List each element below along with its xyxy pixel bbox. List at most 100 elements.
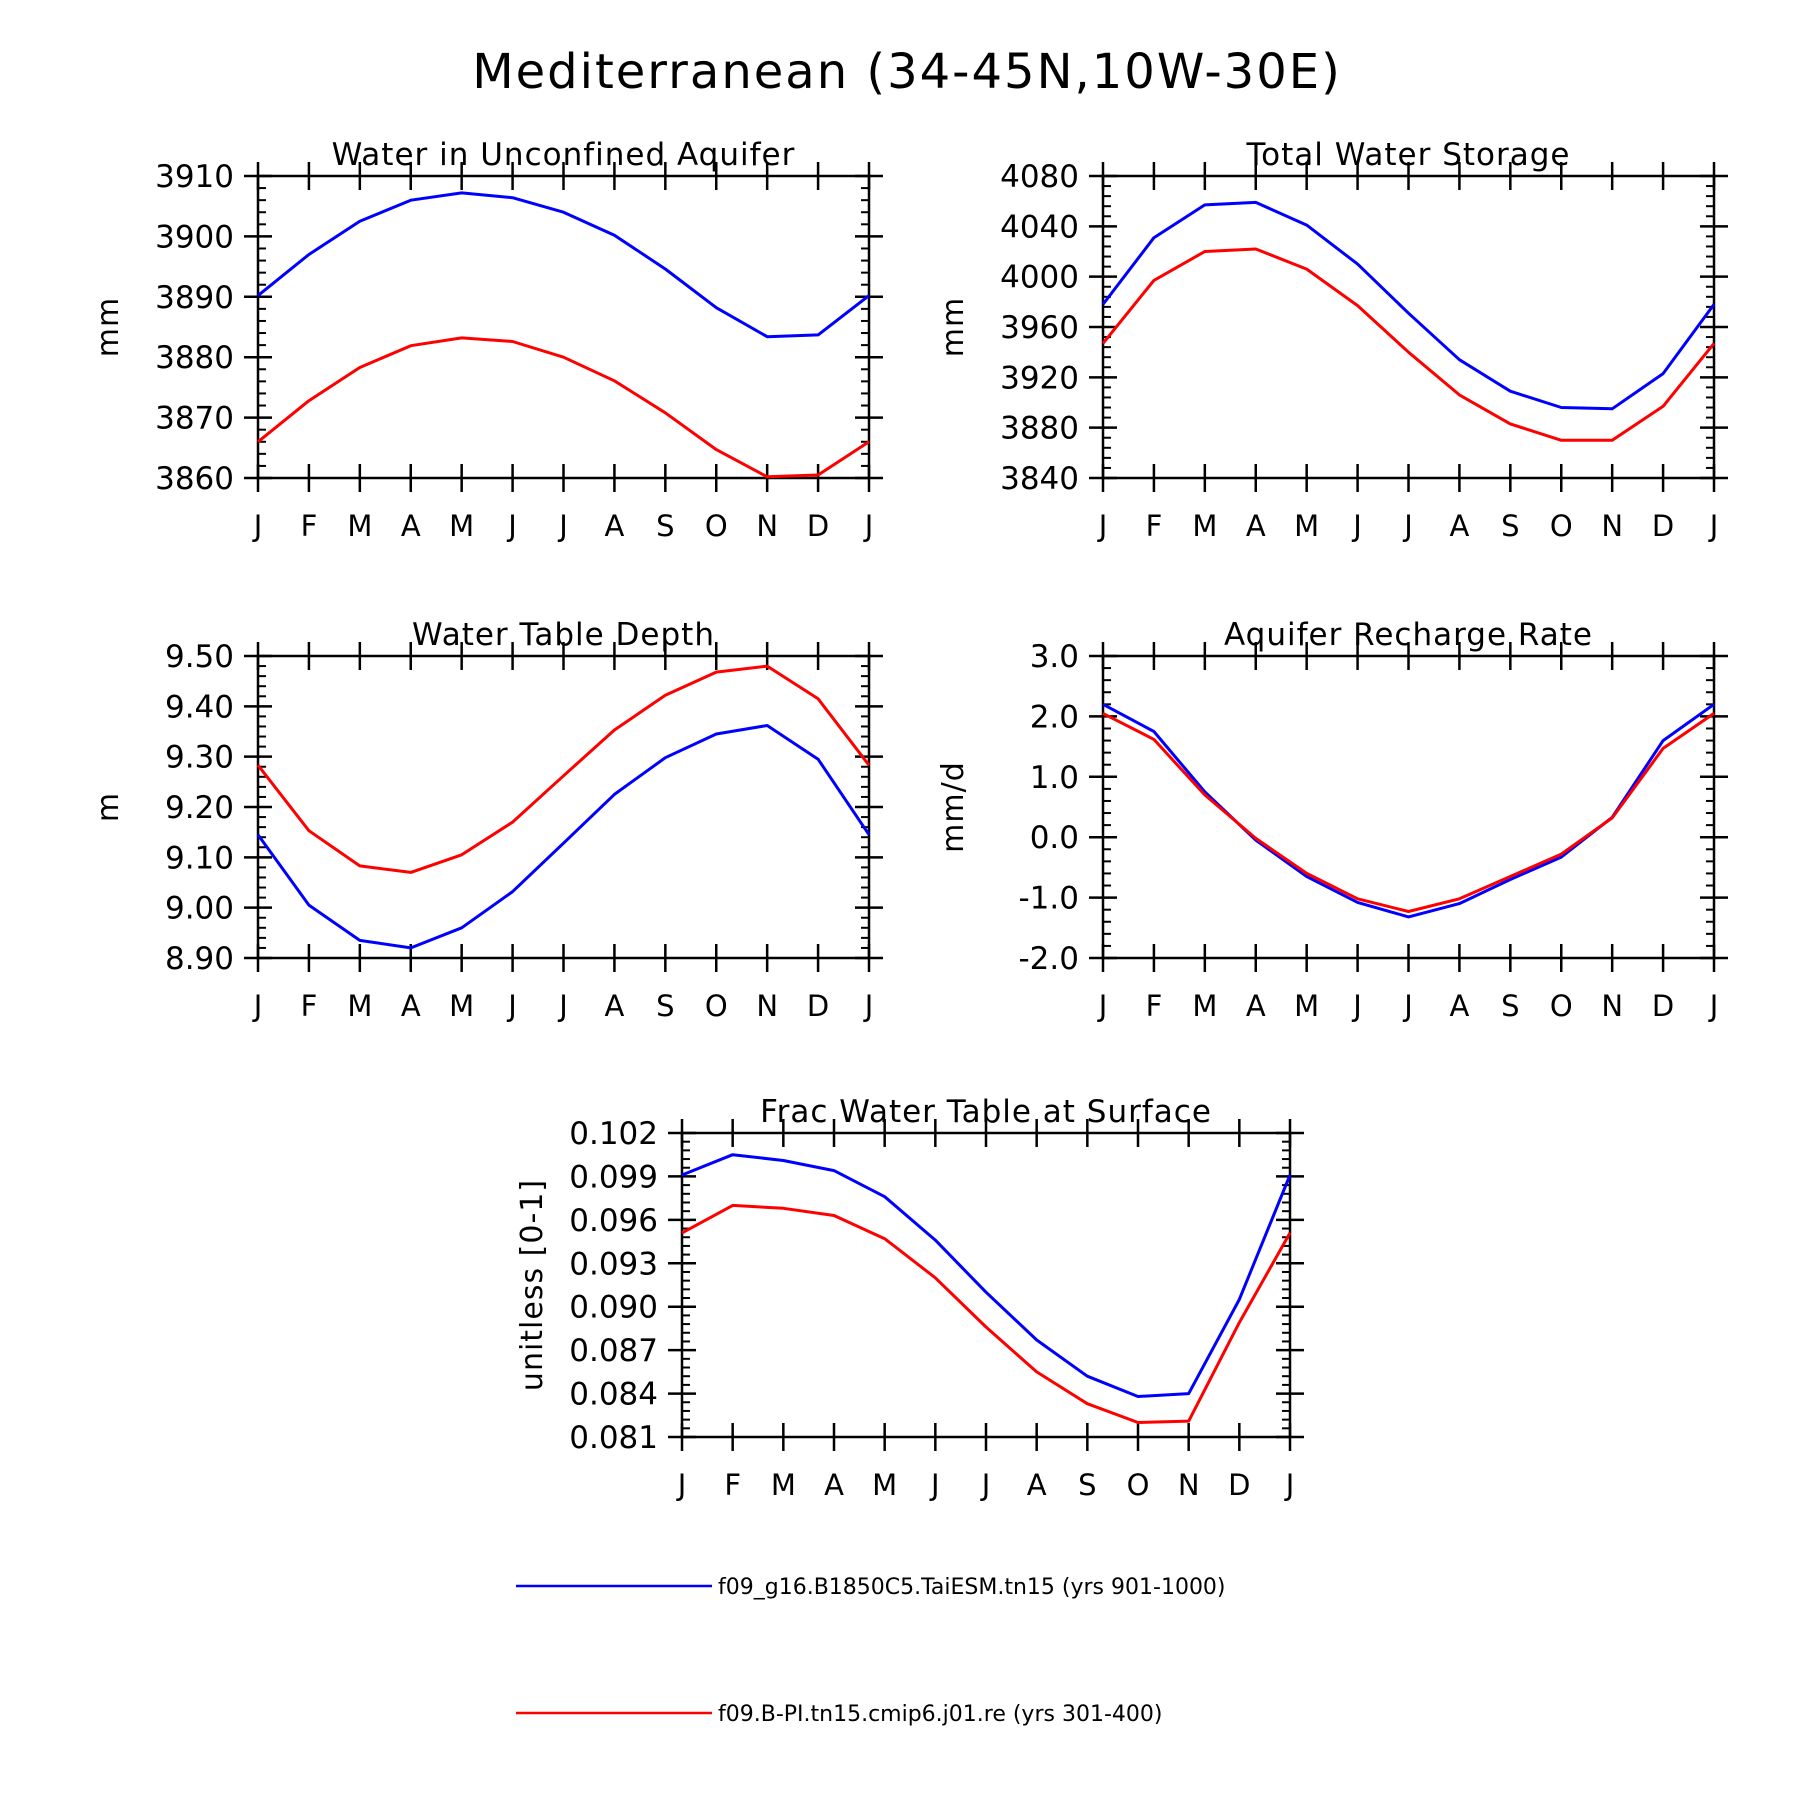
legend-entry-series-1: f09_g16.B1850C5.TaiESM.tn15 (yrs 901-100… [718,1575,1226,1600]
y-axis-label: mm [936,297,971,357]
x-tick-label: F [301,989,318,1023]
y-tick-label: 4000 [1000,260,1079,296]
x-tick-label: S [656,989,674,1023]
x-tick-label: J [557,509,568,543]
x-tick-label: F [1146,989,1163,1023]
x-tick-label: F [1146,509,1163,543]
y-tick-label: 0.087 [569,1333,658,1369]
y-tick-label: 8.90 [165,941,234,977]
x-tick-label: J [1708,509,1719,543]
y-tick-label: 3870 [155,401,234,437]
y-axis-label: mm/d [936,761,971,853]
x-tick-label: S [1078,1468,1096,1502]
y-axis-label: mm [91,297,126,357]
x-tick-label: N [756,989,778,1023]
y-tick-label: 3910 [155,159,234,195]
x-tick-label: J [1708,989,1719,1023]
x-tick-label: N [1601,989,1623,1023]
y-tick-label: 0.0 [1030,820,1079,856]
series-line-1 [257,191,870,339]
y-tick-label: 0.096 [569,1203,658,1239]
x-tick-label: D [807,989,829,1023]
x-tick-label: D [1652,989,1674,1023]
legend: f09_g16.B1850C5.TaiESM.tn15 (yrs 901-100… [516,1575,1226,1727]
x-tick-label: J [1351,989,1362,1023]
x-tick-label: J [506,509,517,543]
x-tick-label: A [604,989,624,1023]
plot-frame [680,1131,1292,1439]
x-tick-label: D [1228,1468,1250,1502]
figure-title: Mediterranean (34-45N,10W-30E) [472,44,1342,100]
x-tick-label: F [724,1468,741,1502]
x-tick-label: J [1351,509,1362,543]
x-tick-label: M [1192,989,1217,1023]
y-tick-label: 3880 [1000,411,1079,447]
y-tick-label: 9.40 [165,689,234,725]
x-tick-label: J [980,1468,991,1502]
y-tick-label: 0.093 [569,1246,658,1282]
x-tick-label: J [863,989,874,1023]
x-tick-label: O [705,509,728,543]
y-tick-label: 9.50 [165,639,234,675]
x-tick-label: O [1550,509,1573,543]
y-tick-label: 0.090 [569,1290,658,1326]
x-tick-label: M [1294,509,1319,543]
x-tick-label: J [676,1468,687,1502]
x-tick-label: A [604,509,624,543]
legend-entry-series-2: f09.B-PI.tn15.cmip6.j01.re (yrs 301-400) [718,1702,1162,1727]
y-tick-label: 3880 [155,340,234,376]
y-tick-label: -2.0 [1019,941,1080,977]
y-axis-label: unitless [0-1] [515,1179,550,1391]
x-tick-label: S [656,509,674,543]
x-tick-label: J [252,509,263,543]
x-tick-label: J [1402,989,1413,1023]
x-tick-label: J [557,989,568,1023]
x-tick-label: O [1550,989,1573,1023]
series-line-1 [1101,200,1716,411]
x-tick-label: M [347,989,372,1023]
x-tick-label: O [1127,1468,1150,1502]
x-tick-label: A [1246,509,1266,543]
x-tick-label: A [401,509,421,543]
x-tick-label: J [252,989,263,1023]
x-tick-label: N [1601,509,1623,543]
series-line-1 [1102,702,1715,919]
x-tick-label: N [1178,1468,1200,1502]
x-tick-label: N [756,509,778,543]
x-tick-label: A [1449,509,1469,543]
y-tick-label: 3960 [1000,310,1079,346]
x-tick-label: M [771,1468,796,1502]
x-tick-label: J [863,509,874,543]
y-tick-label: 3.0 [1030,639,1079,675]
y-tick-label: 2.0 [1030,699,1079,735]
x-tick-label: J [929,1468,940,1502]
x-tick-label: J [1097,989,1108,1023]
x-tick-label: M [449,509,474,543]
x-tick-label: F [301,509,318,543]
x-tick-label: S [1501,989,1519,1023]
x-tick-label: M [872,1468,897,1502]
y-axis-label: m [91,792,126,822]
x-tick-label: S [1501,509,1519,543]
x-tick-label: M [1294,989,1319,1023]
x-tick-label: A [1246,989,1266,1023]
x-tick-label: A [1449,989,1469,1023]
y-tick-label: 3900 [155,219,234,255]
x-tick-label: J [1097,509,1108,543]
y-tick-label: 9.30 [165,740,234,776]
y-tick-label: 3890 [155,280,234,316]
x-tick-label: A [1027,1468,1047,1502]
x-tick-label: A [824,1468,844,1502]
y-tick-label: 3840 [1000,461,1079,497]
y-tick-label: 9.10 [165,840,234,876]
y-tick-label: 0.099 [569,1159,658,1195]
x-tick-label: J [506,989,517,1023]
x-tick-label: M [449,989,474,1023]
y-tick-label: 9.00 [165,891,234,927]
